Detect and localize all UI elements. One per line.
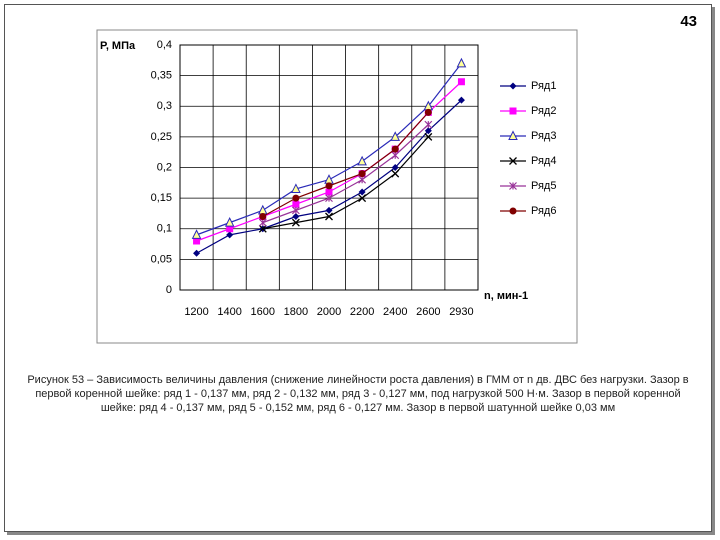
legend-marker (508, 130, 518, 140)
marker (226, 225, 234, 233)
marker (358, 170, 366, 178)
marker (457, 96, 465, 104)
marker (391, 164, 399, 171)
legend-marker (509, 182, 517, 190)
x-tick-label: 1800 (284, 306, 308, 318)
x-tick-label: 2600 (416, 306, 440, 318)
series-line (262, 136, 429, 230)
marker (357, 155, 367, 166)
y-tick-label: 0,15 (151, 192, 172, 204)
legend-label: Ряд2 (531, 105, 556, 117)
marker (258, 224, 267, 233)
marker (258, 218, 267, 227)
x-tick-label: 1200 (184, 306, 208, 318)
marker (325, 194, 333, 203)
legend-label: Ряд5 (531, 180, 556, 192)
marker (291, 218, 300, 227)
x-tick-label: 2930 (449, 306, 473, 318)
marker (358, 175, 367, 184)
marker (358, 188, 366, 196)
marker (292, 194, 300, 202)
marker (391, 169, 400, 178)
legend-label: Ряд3 (531, 130, 556, 142)
y-tick-label: 0,05 (151, 253, 172, 265)
x-tick-label: 2200 (350, 306, 374, 318)
marker (456, 57, 467, 68)
marker (292, 200, 300, 208)
marker (424, 108, 432, 116)
legend-marker (509, 157, 517, 165)
y-tick-label: 0,25 (151, 131, 172, 143)
marker (193, 237, 201, 245)
marker (325, 206, 333, 214)
marker (226, 231, 234, 239)
legend-marker (509, 107, 517, 115)
x-tick-label: 2000 (317, 306, 341, 318)
y-tick-label: 0,2 (157, 161, 172, 173)
y-axis-label: Р, МПа (100, 40, 136, 52)
marker (358, 194, 367, 203)
legend-marker (509, 207, 517, 215)
marker (291, 206, 300, 215)
marker (325, 212, 333, 221)
marker (191, 229, 202, 239)
y-tick-label: 0,1 (157, 223, 172, 235)
marker (424, 132, 433, 141)
x-tick-label: 2400 (383, 306, 407, 318)
legend-label: Ряд6 (531, 205, 556, 217)
x-tick-label: 1600 (251, 306, 275, 318)
marker (424, 120, 433, 129)
marker (292, 213, 300, 220)
marker (325, 182, 333, 190)
marker (259, 213, 267, 220)
y-tick-label: 0,3 (157, 100, 172, 112)
caption: Рисунок 53 – Зависимость величины давлен… (27, 374, 689, 414)
marker (193, 249, 201, 257)
y-tick-label: 0,4 (157, 39, 172, 51)
marker (457, 78, 465, 86)
marker (424, 127, 432, 135)
legend-label: Ряд1 (531, 80, 556, 92)
marker (390, 131, 401, 141)
marker (224, 217, 235, 227)
legend-label: Ряд4 (531, 155, 556, 167)
marker (391, 145, 399, 153)
y-tick-label: 0 (166, 284, 172, 296)
series-line (262, 124, 429, 224)
marker (391, 151, 400, 160)
legend-marker (509, 82, 517, 90)
x-tick-label: 1400 (217, 306, 241, 318)
series-line (262, 111, 429, 218)
x-axis-label: n, мин-1 (484, 290, 528, 302)
marker (325, 188, 333, 196)
marker (291, 183, 301, 193)
y-tick-label: 0,35 (151, 70, 172, 82)
page-number: 43 (680, 13, 697, 30)
